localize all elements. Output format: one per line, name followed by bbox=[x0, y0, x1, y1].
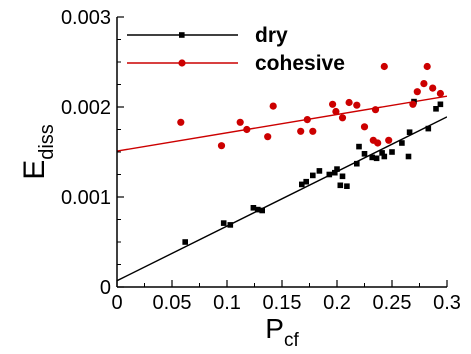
x-tick-label: 0.15 bbox=[263, 292, 302, 314]
data-point-cohesive bbox=[236, 118, 244, 126]
data-point-dry bbox=[381, 153, 388, 160]
legend-marker-cohesive bbox=[178, 59, 186, 67]
data-point-cohesive bbox=[217, 142, 226, 150]
data-point-cohesive bbox=[269, 102, 277, 110]
data-point-cohesive bbox=[380, 62, 388, 71]
data-point-dry bbox=[255, 206, 261, 213]
x-tick-label: 0.2 bbox=[323, 292, 351, 314]
x-tick-label: 0.25 bbox=[373, 292, 412, 314]
data-point-cohesive bbox=[345, 98, 353, 107]
data-point-dry bbox=[356, 143, 362, 150]
data-point-dry bbox=[361, 151, 368, 157]
data-point-cohesive bbox=[371, 106, 380, 114]
x-tick-label: 0.05 bbox=[153, 292, 192, 314]
x-axis-label-sub: cf bbox=[284, 330, 300, 351]
data-point-dry bbox=[182, 239, 188, 245]
x-tick-label: 0.1 bbox=[213, 292, 241, 314]
data-point-cohesive bbox=[177, 118, 185, 126]
data-point-dry bbox=[369, 154, 375, 161]
axes bbox=[116, 16, 448, 288]
data-point-dry bbox=[227, 222, 234, 228]
x-tick-label: 0.3 bbox=[433, 292, 461, 314]
data-point-cohesive bbox=[353, 101, 361, 109]
y-tick-label: 0 bbox=[100, 277, 111, 299]
data-point-cohesive bbox=[374, 139, 382, 147]
legend-label-cohesive: cohesive bbox=[255, 52, 345, 75]
data-point-cohesive bbox=[436, 89, 444, 98]
data-point-dry bbox=[259, 207, 265, 214]
data-point-cohesive bbox=[243, 125, 251, 134]
data-points bbox=[177, 62, 444, 245]
data-point-cohesive bbox=[338, 114, 347, 122]
data-point-dry bbox=[220, 220, 227, 226]
data-point-dry bbox=[433, 106, 439, 112]
data-point-dry bbox=[303, 178, 309, 185]
data-point-dry bbox=[405, 153, 412, 160]
data-point-dry bbox=[316, 168, 323, 174]
x-axis-label-main: P bbox=[265, 313, 284, 344]
data-point-dry bbox=[337, 182, 344, 189]
data-point-dry bbox=[250, 205, 257, 211]
data-point-dry bbox=[389, 149, 395, 155]
fit-lines bbox=[117, 95, 447, 282]
data-point-cohesive bbox=[303, 116, 311, 124]
data-point-cohesive bbox=[385, 136, 393, 144]
x-axis-label: Pcf bbox=[265, 313, 299, 351]
data-point-dry bbox=[406, 129, 413, 135]
data-point-dry bbox=[326, 171, 333, 178]
axis-labels: Pcf Ediss bbox=[18, 124, 299, 351]
data-point-cohesive bbox=[329, 100, 337, 108]
y-axis-label-sub: diss bbox=[36, 124, 58, 160]
data-point-dry bbox=[399, 140, 405, 146]
y-tick-label: 0.003 bbox=[61, 7, 111, 29]
data-point-cohesive bbox=[360, 123, 369, 131]
data-point-dry bbox=[299, 181, 305, 188]
data-point-cohesive bbox=[413, 88, 421, 96]
data-point-cohesive bbox=[264, 133, 272, 141]
y-tick-label: 0.002 bbox=[61, 97, 111, 119]
legend-label-dry: dry bbox=[255, 24, 288, 47]
data-point-dry bbox=[332, 169, 338, 176]
data-point-dry bbox=[334, 166, 340, 172]
data-point-dry bbox=[425, 125, 432, 132]
data-point-cohesive bbox=[409, 100, 417, 108]
tick-labels: 0 0.05 0.1 0.15 0.2 0.25 0.3 0 0.001 0.002 0.003 bbox=[61, 7, 461, 314]
fit-line-cohesive bbox=[117, 95, 447, 152]
data-point-dry bbox=[339, 173, 346, 180]
data-point-dry bbox=[344, 183, 350, 189]
data-point-cohesive bbox=[309, 127, 317, 135]
data-point-cohesive bbox=[297, 127, 305, 135]
data-point-dry bbox=[354, 160, 360, 167]
x-tick-label: 0 bbox=[111, 292, 122, 314]
y-axis-label: Ediss bbox=[18, 124, 58, 180]
data-point-cohesive bbox=[423, 62, 431, 71]
legend: dry cohesive bbox=[127, 24, 345, 75]
data-point-cohesive bbox=[332, 107, 340, 116]
data-point-dry bbox=[437, 101, 444, 108]
y-axis-label-main: E bbox=[18, 160, 51, 180]
y-tick-label: 0.001 bbox=[61, 187, 111, 209]
data-point-dry bbox=[379, 150, 385, 156]
fit-line-dry bbox=[117, 116, 447, 282]
data-point-dry bbox=[310, 172, 316, 179]
data-point-cohesive bbox=[420, 80, 428, 88]
data-point-cohesive bbox=[429, 84, 437, 92]
legend-marker-dry bbox=[179, 32, 185, 38]
data-point-dry bbox=[373, 155, 380, 162]
